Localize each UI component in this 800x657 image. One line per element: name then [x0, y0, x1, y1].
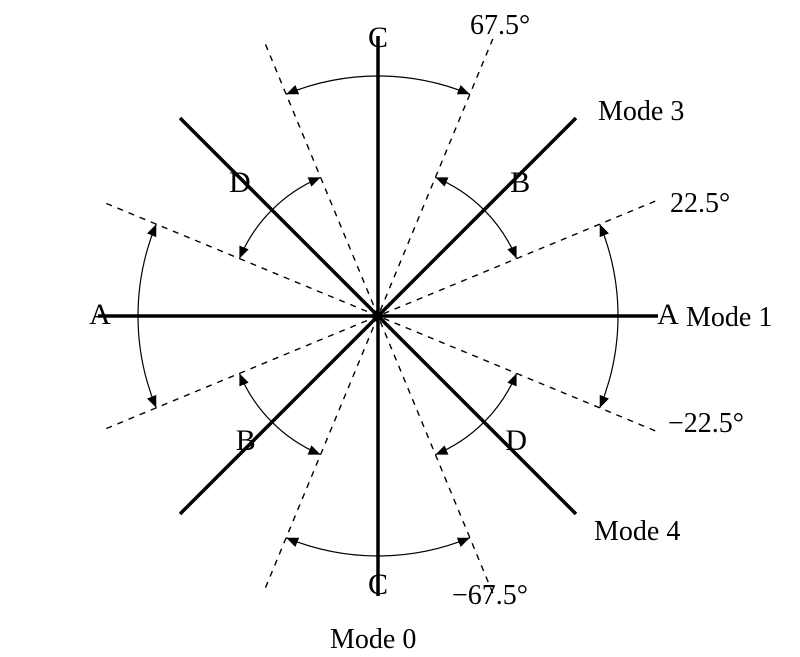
sector-letter-a-0: A — [657, 298, 679, 331]
mode-label-2: Mode 4 — [594, 516, 680, 547]
sector-arc-3-arrow-end — [457, 538, 470, 547]
sector-arc-4-arrow-end — [435, 177, 448, 186]
sector-arc-1-arrow-start — [147, 224, 156, 237]
angle-label-3: −67.5° — [452, 580, 528, 611]
sector-letter-d-6: D — [229, 166, 251, 199]
sector-arc-5-arrow-end — [308, 445, 321, 454]
sector-arc-4-arrow-start — [507, 246, 516, 259]
sector-letter-a-1: A — [89, 298, 111, 331]
sector-arc-3-arrow-start — [286, 538, 299, 547]
sector-arc-7-arrow-end — [507, 373, 516, 386]
sector-arc-6-arrow-start — [308, 177, 321, 186]
sector-arc-1-arrow-end — [147, 395, 156, 408]
sector-letter-c-5: C — [368, 568, 388, 601]
angle-label-0: 67.5° — [470, 10, 530, 41]
angle-label-2: −22.5° — [668, 408, 744, 439]
sector-arc-2-arrow-start — [457, 85, 470, 94]
mode-label-3: Mode 0 — [330, 624, 416, 655]
sector-letter-c-4: C — [368, 21, 388, 54]
mode-diagram: A A B B C C D D 67.5° 22.5° −22.5° −67.5° Mode 1 Mode… — [0, 0, 800, 657]
sector-arc-6-arrow-end — [239, 246, 248, 259]
sector-arc-7-arrow-start — [435, 445, 448, 454]
sector-arc-0-arrow-end — [600, 224, 609, 237]
mode-label-1: Mode 3 — [598, 96, 684, 127]
sector-letter-d-7: D — [505, 424, 527, 457]
sector-arc-5-arrow-start — [239, 373, 248, 386]
mode-label-0: Mode 1 — [686, 302, 772, 333]
sector-arc-0-arrow-start — [600, 395, 609, 408]
angle-label-1: 22.5° — [670, 188, 730, 219]
sector-arc-2-arrow-end — [286, 85, 299, 94]
sector-letter-b-2: B — [510, 166, 530, 199]
sector-letter-b-3: B — [236, 424, 256, 457]
